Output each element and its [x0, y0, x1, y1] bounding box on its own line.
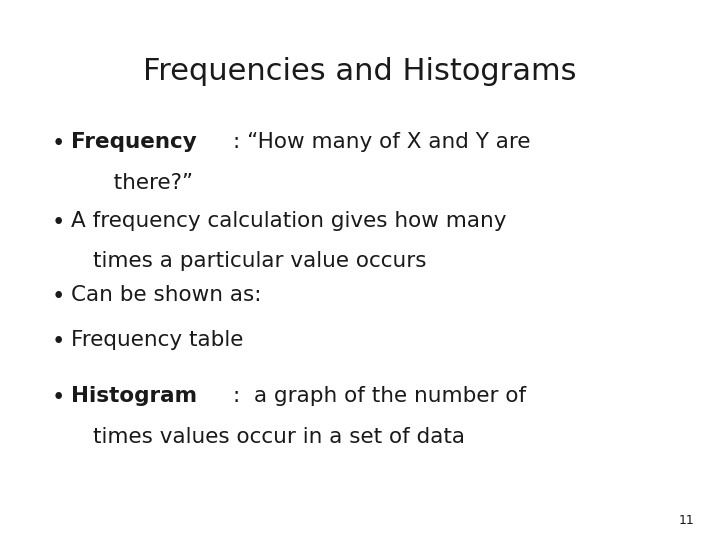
Text: Can be shown as:: Can be shown as: [71, 285, 261, 305]
Text: •: • [52, 132, 66, 156]
Text: 11: 11 [679, 514, 695, 526]
Text: A frequency calculation gives how many: A frequency calculation gives how many [71, 211, 506, 231]
Text: •: • [52, 285, 66, 308]
Text: Frequency table: Frequency table [71, 330, 243, 350]
Text: : “How many of X and Y are: : “How many of X and Y are [233, 132, 531, 152]
Text: •: • [52, 386, 66, 409]
Text: times values occur in a set of data: times values occur in a set of data [93, 427, 465, 447]
Text: there?”: there?” [93, 173, 193, 193]
Text: :  a graph of the number of: : a graph of the number of [233, 386, 526, 406]
Text: Frequency: Frequency [71, 132, 197, 152]
Text: Histogram: Histogram [71, 386, 197, 406]
Text: •: • [52, 211, 66, 234]
Text: times a particular value occurs: times a particular value occurs [93, 251, 426, 271]
Text: Frequencies and Histograms: Frequencies and Histograms [143, 57, 577, 86]
Text: •: • [52, 330, 66, 354]
